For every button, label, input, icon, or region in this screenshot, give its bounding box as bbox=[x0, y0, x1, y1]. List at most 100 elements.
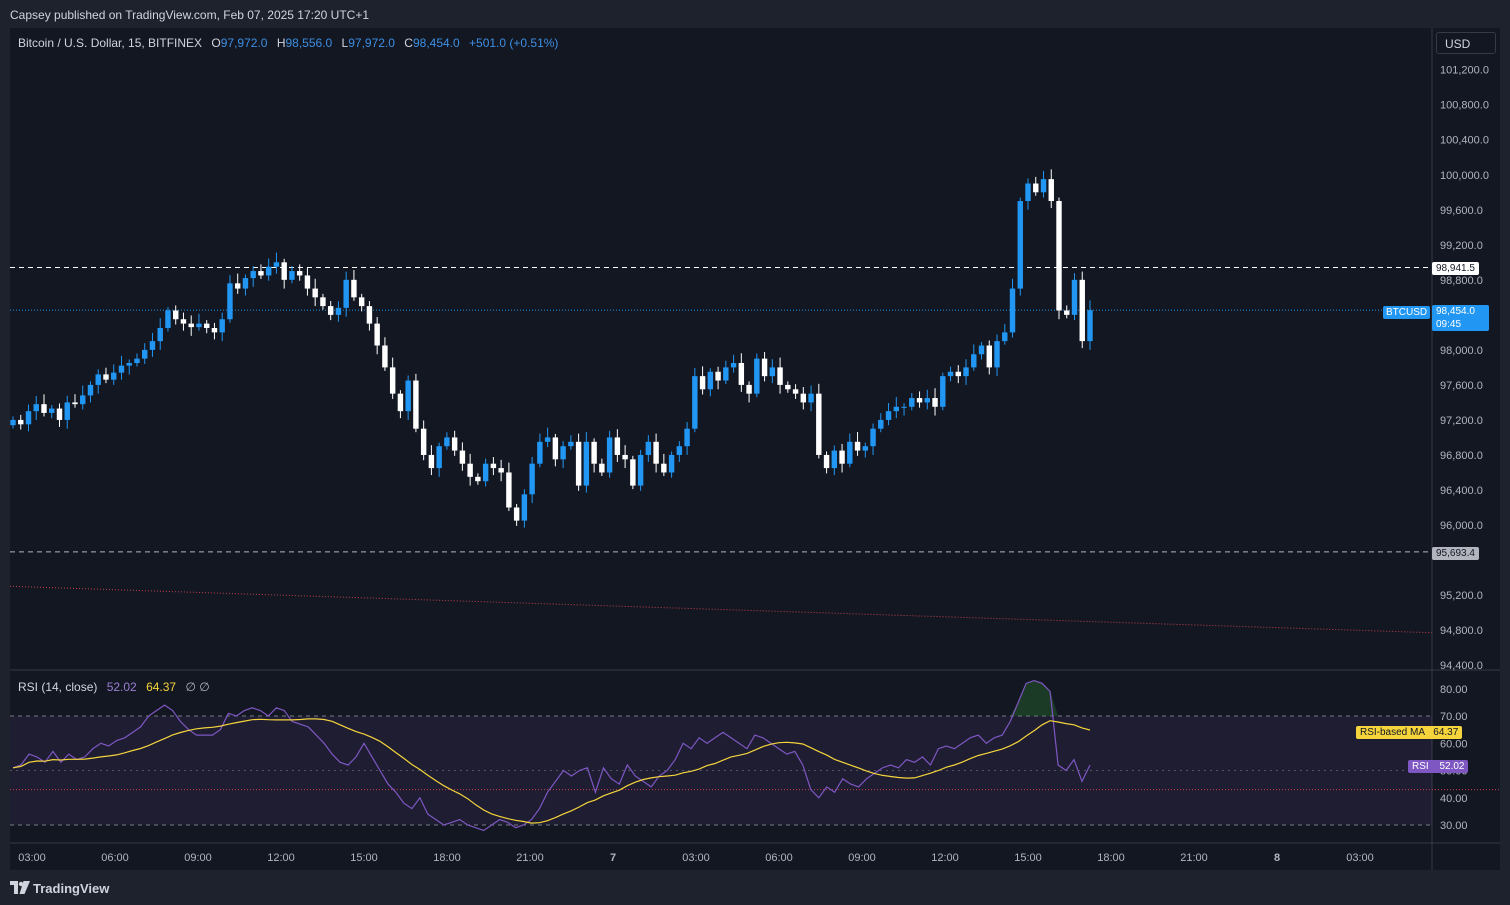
candle-body bbox=[699, 376, 706, 390]
candle-body bbox=[637, 454, 644, 486]
candle-body bbox=[467, 463, 473, 477]
candle bbox=[134, 353, 140, 367]
time-tick-label: 21:00 bbox=[1180, 852, 1208, 864]
candle-body bbox=[800, 393, 807, 403]
candle-body bbox=[513, 507, 520, 521]
candle-body bbox=[126, 363, 132, 366]
candle-body bbox=[1048, 179, 1054, 202]
candle bbox=[893, 396, 900, 419]
rsi-tag: RSI 52.02 bbox=[1408, 760, 1469, 773]
candle-body bbox=[211, 327, 218, 333]
last-price-tag: 98,454.0 09:45 bbox=[1432, 305, 1489, 331]
candle-body bbox=[250, 271, 256, 279]
candle bbox=[854, 432, 861, 456]
candle bbox=[250, 265, 256, 287]
candle-body bbox=[878, 419, 884, 429]
candle bbox=[1048, 169, 1054, 209]
candle bbox=[599, 458, 605, 476]
candle-body bbox=[1009, 288, 1016, 333]
candle-body bbox=[560, 446, 566, 460]
time-tick-label: 15:00 bbox=[350, 852, 378, 864]
candle bbox=[273, 252, 280, 274]
candle-body bbox=[893, 406, 900, 412]
candle bbox=[87, 381, 94, 403]
candle-body bbox=[723, 367, 729, 381]
price-tick-label: 100,400.0 bbox=[1440, 135, 1489, 147]
candle bbox=[173, 305, 179, 325]
header: Capsey published on TradingView.com, Feb… bbox=[0, 0, 1510, 28]
candle-body bbox=[606, 437, 613, 473]
candle-body bbox=[901, 406, 907, 408]
candle-body bbox=[661, 463, 667, 473]
candle bbox=[312, 278, 318, 307]
candle-body bbox=[854, 441, 861, 451]
candle bbox=[870, 423, 876, 455]
candle-body bbox=[831, 450, 838, 469]
footer bbox=[0, 870, 1510, 905]
candle bbox=[374, 316, 380, 355]
price-tick-label: 100,000.0 bbox=[1440, 170, 1489, 182]
candle-body bbox=[196, 323, 202, 328]
chart-frame[interactable] bbox=[10, 28, 1500, 870]
tradingview-brand: TradingView bbox=[33, 881, 110, 896]
candle bbox=[994, 334, 1000, 377]
candle bbox=[242, 274, 249, 296]
candle-body bbox=[103, 374, 109, 380]
candle-body bbox=[405, 380, 411, 412]
candle bbox=[459, 442, 466, 471]
candle-body bbox=[64, 402, 70, 420]
candle-body bbox=[754, 358, 760, 394]
candle-body bbox=[537, 441, 543, 464]
candle-body bbox=[157, 327, 163, 342]
candle bbox=[630, 455, 636, 490]
candle-body bbox=[808, 393, 814, 403]
candle-body bbox=[25, 411, 32, 425]
candle bbox=[196, 313, 202, 331]
candle bbox=[645, 435, 652, 462]
candle-body bbox=[544, 437, 551, 442]
price-tick-label: 98,000.0 bbox=[1440, 345, 1483, 357]
candle-body bbox=[335, 307, 342, 315]
candle-body bbox=[978, 345, 985, 355]
candle-body bbox=[684, 428, 690, 447]
candle bbox=[560, 441, 566, 469]
candle-body bbox=[374, 323, 380, 346]
candle-body bbox=[552, 437, 559, 460]
candle bbox=[211, 322, 218, 340]
candle bbox=[296, 264, 303, 281]
rsi-tick-label: 40.00 bbox=[1440, 793, 1468, 805]
candle bbox=[56, 403, 63, 427]
candle bbox=[506, 462, 512, 511]
rsi-line bbox=[12, 679, 1091, 832]
candle bbox=[537, 433, 543, 468]
candle-body bbox=[10, 419, 16, 426]
candle-body bbox=[916, 398, 923, 403]
candle-body bbox=[56, 408, 63, 420]
candle-body bbox=[1064, 310, 1070, 315]
candle bbox=[25, 404, 32, 432]
candle-body bbox=[1079, 279, 1085, 342]
rsi-ma-tag-label: RSI-based MA bbox=[1360, 727, 1425, 738]
candle bbox=[568, 435, 574, 450]
candle bbox=[1009, 278, 1016, 338]
candle-body bbox=[296, 271, 303, 276]
rsi-tag-value: 52.02 bbox=[1439, 761, 1465, 772]
candles-layer bbox=[9, 169, 1433, 634]
candle bbox=[258, 264, 264, 279]
candle-body bbox=[614, 437, 621, 455]
candle bbox=[126, 359, 132, 375]
candle-body bbox=[490, 463, 497, 469]
candle bbox=[715, 366, 721, 390]
time-tick-label: 18:00 bbox=[1097, 852, 1125, 864]
candle bbox=[366, 301, 373, 331]
currency-button[interactable]: USD bbox=[1436, 32, 1496, 54]
candle-body bbox=[397, 393, 404, 412]
candle bbox=[637, 449, 644, 491]
price-tick-label: 99,600.0 bbox=[1440, 205, 1483, 217]
candle-body bbox=[521, 494, 528, 521]
time-tick-label: 03:00 bbox=[1346, 852, 1374, 864]
candle-body bbox=[165, 310, 171, 328]
candle bbox=[405, 375, 411, 420]
candle bbox=[529, 457, 535, 504]
